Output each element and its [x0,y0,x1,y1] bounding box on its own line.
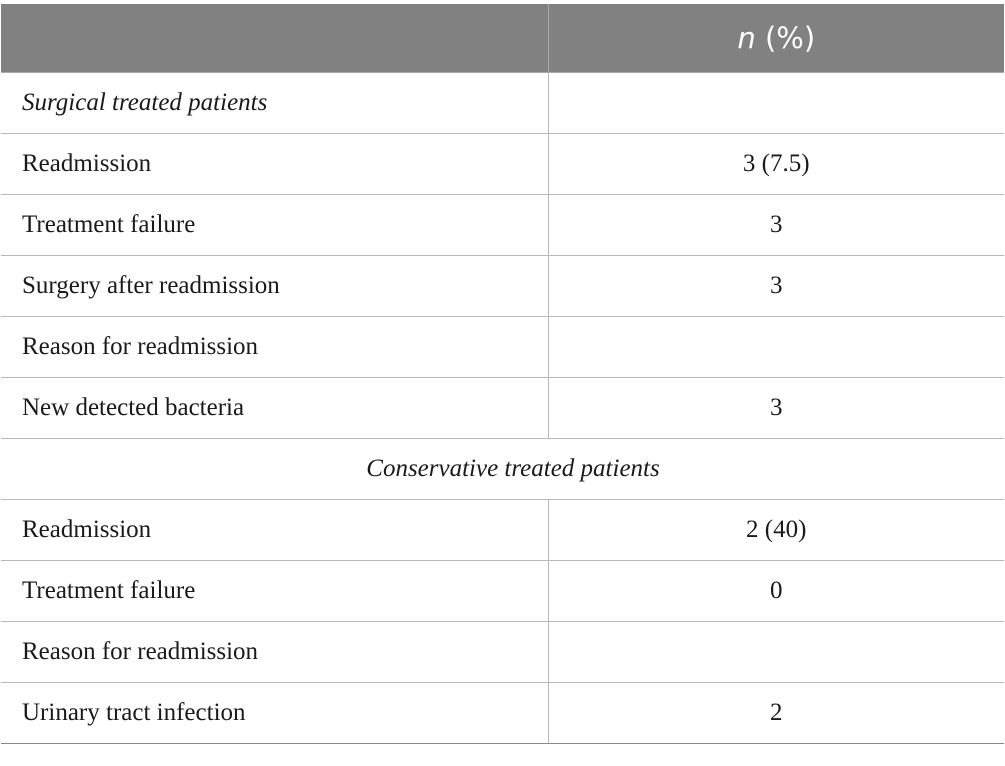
row-label: Urinary tract infection [1,682,549,744]
row-label: Surgery after readmission [1,255,549,317]
readmission-table: n (%) Surgical treated patients Readmiss… [1,4,1004,744]
table-row: Readmission 3 (7.5) [1,133,1004,195]
table-row-section-surgical: Surgical treated patients [1,72,1004,134]
table-row: Readmission 2 (40) [1,499,1004,561]
row-value: 2 (40) [547,499,1004,561]
header-row: n (%) [1,4,1004,73]
row-value: 3 [547,194,1004,256]
table-row: Urinary tract infection 2 [1,682,1004,744]
header-n-percent-cell: n (%) [547,4,1004,73]
row-value [547,621,1004,683]
row-label: New detected bacteria [1,377,549,439]
row-value: 3 [547,255,1004,317]
table-row: Surgery after readmission 3 [1,255,1004,317]
row-value [547,316,1004,378]
row-label: Treatment failure [1,194,549,256]
row-value: 0 [547,560,1004,622]
table-body: Surgical treated patients Readmission 3 … [1,72,1004,744]
header-percent-text: (%) [755,21,816,55]
row-label: Readmission [1,499,549,561]
row-value: 3 (7.5) [547,133,1004,195]
table-row: Reason for readmission [1,316,1004,378]
row-value [547,72,1004,134]
row-value: 3 [547,377,1004,439]
table-row: New detected bacteria 3 [1,377,1004,439]
table-row: Treatment failure 0 [1,560,1004,622]
row-label: Reason for readmission [1,621,549,683]
header-n-symbol: n [737,21,756,55]
table-row: Treatment failure 3 [1,194,1004,256]
table-row: Reason for readmission [1,621,1004,683]
header-label-cell [1,4,549,73]
row-label: Readmission [1,133,549,195]
table-header: n (%) [1,4,1004,73]
row-label: Surgical treated patients [1,72,549,134]
row-label: Conservative treated patients [1,438,1004,500]
row-label: Reason for readmission [1,316,549,378]
table-row-section-conservative: Conservative treated patients [1,438,1004,500]
row-label: Treatment failure [1,560,549,622]
readmission-table-container: n (%) Surgical treated patients Readmiss… [1,4,1004,744]
row-value: 2 [547,682,1004,744]
